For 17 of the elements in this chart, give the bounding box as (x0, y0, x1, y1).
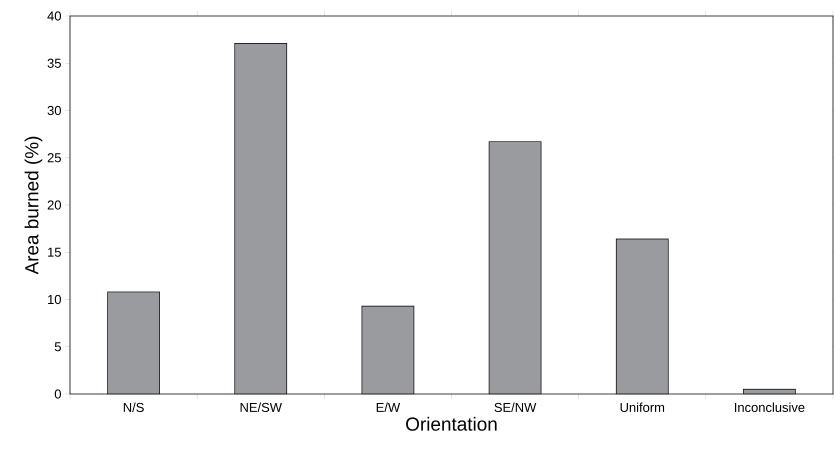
y-tick-label: 20 (48, 200, 61, 210)
x-tick-label: E/W (376, 402, 400, 412)
y-tick-label: 10 (48, 294, 61, 304)
y-axis-title: Area burned (%) (24, 136, 42, 274)
y-tick-label: 30 (48, 106, 61, 116)
x-tick-label: SE/NW (494, 402, 536, 412)
y-tick-label: 25 (48, 153, 61, 162)
y-tick-label: 5 (54, 342, 61, 352)
x-tick-label: NE/SW (240, 402, 282, 412)
x-axis-title: Orientation (406, 416, 497, 431)
y-tick-label: 0 (54, 389, 61, 399)
y-tick-label: 40 (47, 11, 61, 21)
x-tick-label: Inconclusive (734, 402, 804, 412)
y-tick-label: 15 (48, 248, 61, 257)
x-tick-label: N/S (124, 402, 144, 412)
x-tick-label: Uniform (620, 402, 664, 412)
y-tick-label: 35 (48, 58, 61, 68)
